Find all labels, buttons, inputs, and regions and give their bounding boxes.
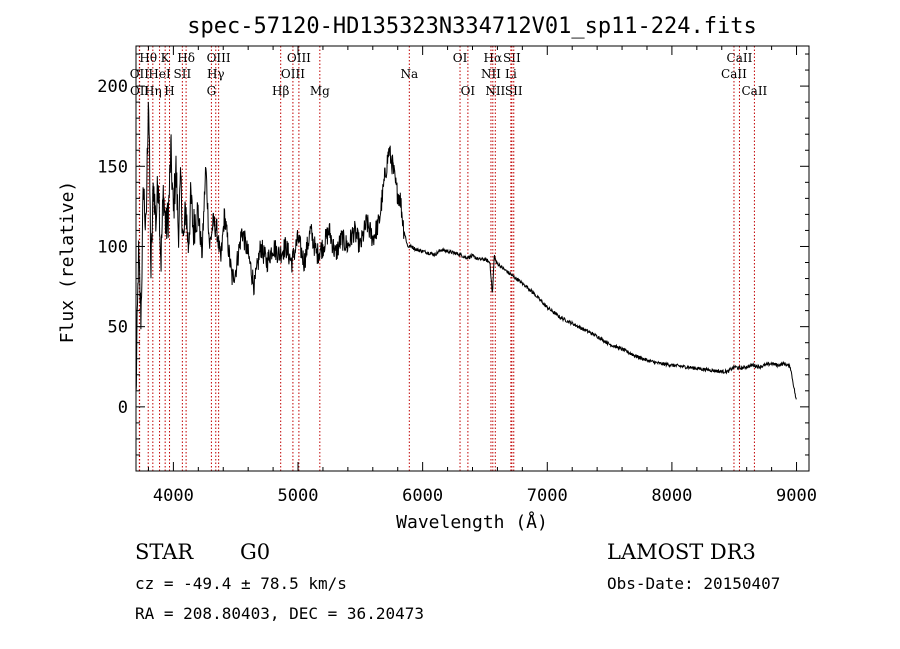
line-marker-label: SII — [505, 84, 523, 98]
axis-ticks: 4000 5000 6000 7000 8000 9000 0 50 100 150 200 — [97, 46, 817, 506]
line-marker-label: H — [164, 84, 174, 98]
line-marker-label: Hγ — [207, 67, 225, 81]
y-tick-label: 150 — [97, 157, 128, 177]
x-tick-label: 8000 — [651, 486, 692, 506]
line-marker-label: OII — [130, 84, 150, 98]
line-marker-label: OI — [453, 51, 468, 65]
line-marker-label: HeI — [148, 67, 171, 81]
spectrum-line — [135, 101, 797, 400]
line-marker-label: OI — [461, 84, 476, 98]
line-marker-label: Hδ — [177, 51, 195, 65]
line-marker-label: Hη — [144, 84, 162, 98]
line-marker-label: Hβ — [272, 84, 289, 98]
line-marker-label: Hθ — [139, 51, 157, 65]
line-marker-label: CaII — [741, 84, 767, 98]
object-class: STAR — [135, 540, 194, 564]
x-axis-label: Wavelength (Å) — [396, 511, 548, 533]
line-marker-label: NII — [481, 67, 501, 81]
y-tick-label: 100 — [97, 237, 128, 257]
coordinates-text: RA = 208.80403, DEC = 36.20473 — [135, 604, 424, 623]
obs-date-text: Obs-Date: 20150407 — [607, 574, 781, 593]
x-tick-label: 6000 — [402, 486, 443, 506]
x-tick-label: 5000 — [278, 486, 319, 506]
line-marker-label: OIII — [287, 51, 311, 65]
survey-name: LAMOST DR3 — [607, 540, 756, 564]
line-marker-label: K — [161, 51, 171, 65]
x-tick-label: 4000 — [153, 486, 194, 506]
redshift-text: cz = -49.4 ± 78.5 km/s — [135, 574, 347, 593]
line-marker-label: OIII — [281, 67, 305, 81]
spectral-subclass: G0 — [240, 540, 271, 564]
line-marker-label: CaII — [727, 51, 753, 65]
line-marker-label: Mg — [310, 84, 330, 98]
x-tick-label: 9000 — [776, 486, 817, 506]
line-marker-label: SII — [174, 67, 192, 81]
y-axis-label: Flux (relative) — [57, 181, 78, 344]
line-marker-label: G — [207, 84, 217, 98]
line-marker-label: Li — [505, 67, 517, 81]
line-marker-label: CaII — [721, 67, 747, 81]
y-tick-label: 200 — [97, 77, 128, 97]
y-tick-label: 0 — [118, 398, 128, 418]
line-marker-label: Na — [400, 67, 418, 81]
y-tick-label: 50 — [108, 318, 128, 338]
line-marker-label: NII — [485, 84, 505, 98]
x-tick-label: 7000 — [527, 486, 568, 506]
line-marker-label: OIII — [207, 51, 231, 65]
chart-title: spec-57120-HD135323N334712V01_sp11-224.f… — [187, 14, 757, 39]
line-marker-label: Hα — [484, 51, 503, 65]
line-marker-label: SII — [503, 51, 521, 65]
